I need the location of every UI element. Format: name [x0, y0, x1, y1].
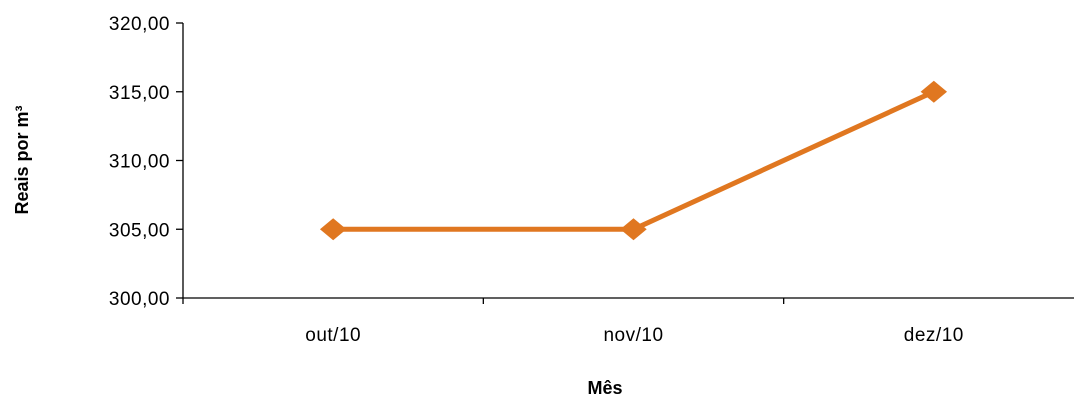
- data-point-marker: [620, 218, 647, 241]
- data-point-marker: [920, 80, 948, 103]
- x-tick-label: nov/10: [603, 325, 663, 346]
- x-tick-label: out/10: [305, 325, 361, 346]
- series-line: [333, 89, 935, 232]
- y-tick-label: 315,00: [109, 83, 170, 104]
- series-group: [319, 80, 948, 241]
- x-axis-title: Mês: [587, 378, 622, 398]
- data-point-marker: [319, 218, 347, 241]
- y-axis-title: Reais por m³: [12, 105, 32, 214]
- y-tick-label: 300,00: [109, 289, 170, 310]
- y-axis-ticks: 300,00 305,00 310,00 315,00 320,00: [109, 14, 183, 310]
- y-tick-label: 320,00: [109, 14, 170, 35]
- y-tick-label: 305,00: [109, 220, 170, 241]
- x-axis-ticks: out/10 nov/10 dez/10: [182, 298, 964, 346]
- y-tick-label: 310,00: [109, 152, 170, 173]
- x-tick-label: dez/10: [904, 325, 964, 346]
